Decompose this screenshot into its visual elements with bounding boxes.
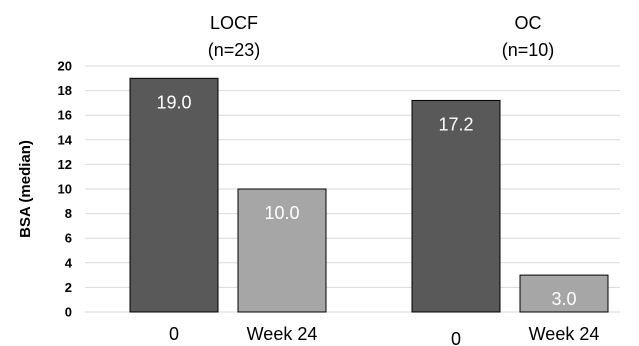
- bar-value-label: 10.0: [264, 203, 299, 223]
- bar: [129, 77, 219, 313]
- y-tick-label: 18: [58, 83, 72, 98]
- y-tick-label: 10: [58, 182, 72, 197]
- category-label: Week 24: [529, 324, 600, 344]
- bar-value-label: 19.0: [156, 92, 191, 112]
- category-label: Week 24: [247, 324, 318, 344]
- group-titles: LOCF (n=23) OC (n=10): [208, 13, 555, 60]
- bar-value-label: 3.0: [551, 289, 576, 309]
- bars: 19.0 0 10.0 Week 24 17.2 0 3.0 Week 24: [129, 77, 609, 346]
- bar: [411, 99, 501, 313]
- y-axis-ticks: 0 2 4 6 8 10 12 14 16 18 20: [58, 59, 73, 320]
- category-label: 0: [451, 329, 461, 346]
- group-title-line1: OC: [515, 13, 542, 33]
- y-tick-label: 4: [65, 255, 73, 270]
- y-axis-label: BSA (median): [17, 140, 34, 238]
- bar: [237, 188, 327, 313]
- y-tick-label: 2: [65, 280, 72, 295]
- y-tick-label: 8: [65, 206, 72, 221]
- y-tick-label: 0: [65, 305, 72, 320]
- y-tick-label: 6: [65, 231, 72, 246]
- group-title-line2: (n=10): [502, 40, 555, 60]
- group-title-line1: LOCF: [210, 13, 258, 33]
- bar-value-label: 17.2: [438, 114, 473, 134]
- y-tick-label: 14: [58, 132, 73, 147]
- y-tick-label: 20: [58, 59, 72, 74]
- y-tick-label: 12: [58, 157, 72, 172]
- group-title-line2: (n=23): [208, 40, 261, 60]
- y-tick-label: 16: [58, 108, 72, 123]
- bar: [519, 274, 609, 313]
- category-label: 0: [169, 324, 179, 344]
